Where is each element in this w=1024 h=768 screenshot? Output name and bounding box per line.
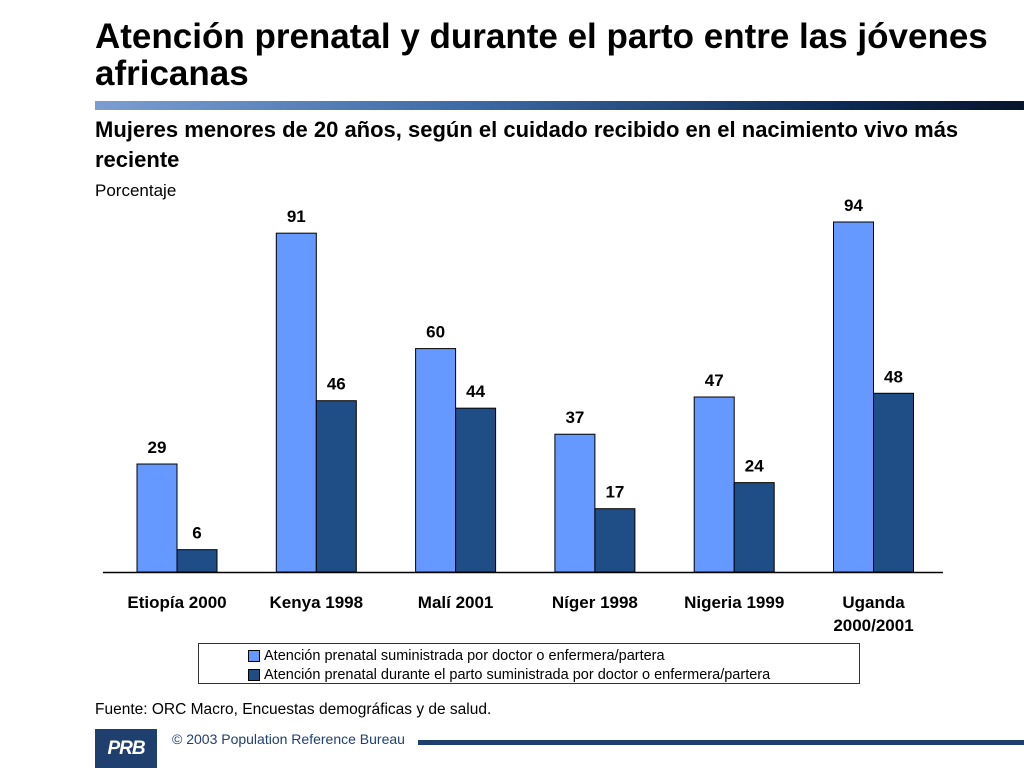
bar-delivery-4 xyxy=(733,482,775,573)
data-label-prenatal-0: 29 xyxy=(148,438,167,457)
data-label-delivery-3: 17 xyxy=(605,483,624,502)
category-label-5-line1: 2000/2001 xyxy=(833,616,913,635)
slide-title: Atención prenatal y durante el parto ent… xyxy=(95,17,988,93)
copyright-text: © 2003 Population Reference Bureau xyxy=(172,731,405,747)
data-label-prenatal-2: 60 xyxy=(426,323,445,342)
y-axis-label: Porcentaje xyxy=(95,181,177,200)
bar-prenatal-0 xyxy=(136,463,178,573)
bar-chart: 29 6 Etiopía 2000 91 46 Kenya 1998 60 44 Malí 20… xyxy=(103,196,943,635)
data-label-delivery-1: 46 xyxy=(327,375,346,394)
bar-prenatal-5 xyxy=(833,221,874,573)
data-label-delivery-2: 44 xyxy=(466,382,485,401)
data-label-delivery-4: 24 xyxy=(745,457,764,476)
bar-prenatal-4 xyxy=(693,396,735,573)
data-label-prenatal-5: 94 xyxy=(844,196,863,215)
bar-delivery-5 xyxy=(873,392,914,573)
data-label-delivery-0: 6 xyxy=(192,524,201,543)
category-label-3: Níger 1998 xyxy=(552,593,638,612)
legend-item-prenatal: Atención prenatal suministrada por docto… xyxy=(248,646,859,665)
category-label-4: Nigeria 1999 xyxy=(684,593,784,612)
legend-swatch-delivery xyxy=(248,668,260,681)
bar-delivery-2 xyxy=(455,407,497,573)
title-underline xyxy=(95,101,1024,110)
category-label-5: Uganda xyxy=(842,593,905,612)
chart-subtitle: Mujeres menores de 20 años, según el cui… xyxy=(95,117,959,172)
chart-legend: Atención prenatal suministrada por docto… xyxy=(198,643,860,684)
bar-prenatal-2 xyxy=(415,348,457,573)
category-label-2: Malí 2001 xyxy=(418,593,494,612)
category-label-0: Etiopía 2000 xyxy=(127,593,226,612)
legend-swatch-prenatal xyxy=(248,649,260,662)
bar-prenatal-1 xyxy=(275,232,317,573)
bar-prenatal-3 xyxy=(554,433,596,573)
footer-rule xyxy=(418,740,1024,745)
data-label-prenatal-4: 47 xyxy=(705,371,724,390)
legend-label-delivery: Atención prenatal durante el parto sumin… xyxy=(264,666,771,683)
prb-logo: PRB xyxy=(95,729,157,768)
legend-item-delivery: Atención prenatal durante el parto sumin… xyxy=(248,665,859,684)
bar-delivery-3 xyxy=(594,508,636,573)
data-label-prenatal-1: 91 xyxy=(287,207,306,226)
bar-delivery-0 xyxy=(176,549,218,573)
category-label-1: Kenya 1998 xyxy=(270,593,364,612)
legend-label-prenatal: Atención prenatal suministrada por docto… xyxy=(264,647,665,664)
data-label-delivery-5: 48 xyxy=(884,367,903,386)
source-note: Fuente: ORC Macro, Encuestas demográfica… xyxy=(95,701,492,718)
data-label-prenatal-3: 37 xyxy=(565,408,584,427)
bar-delivery-1 xyxy=(315,400,357,573)
